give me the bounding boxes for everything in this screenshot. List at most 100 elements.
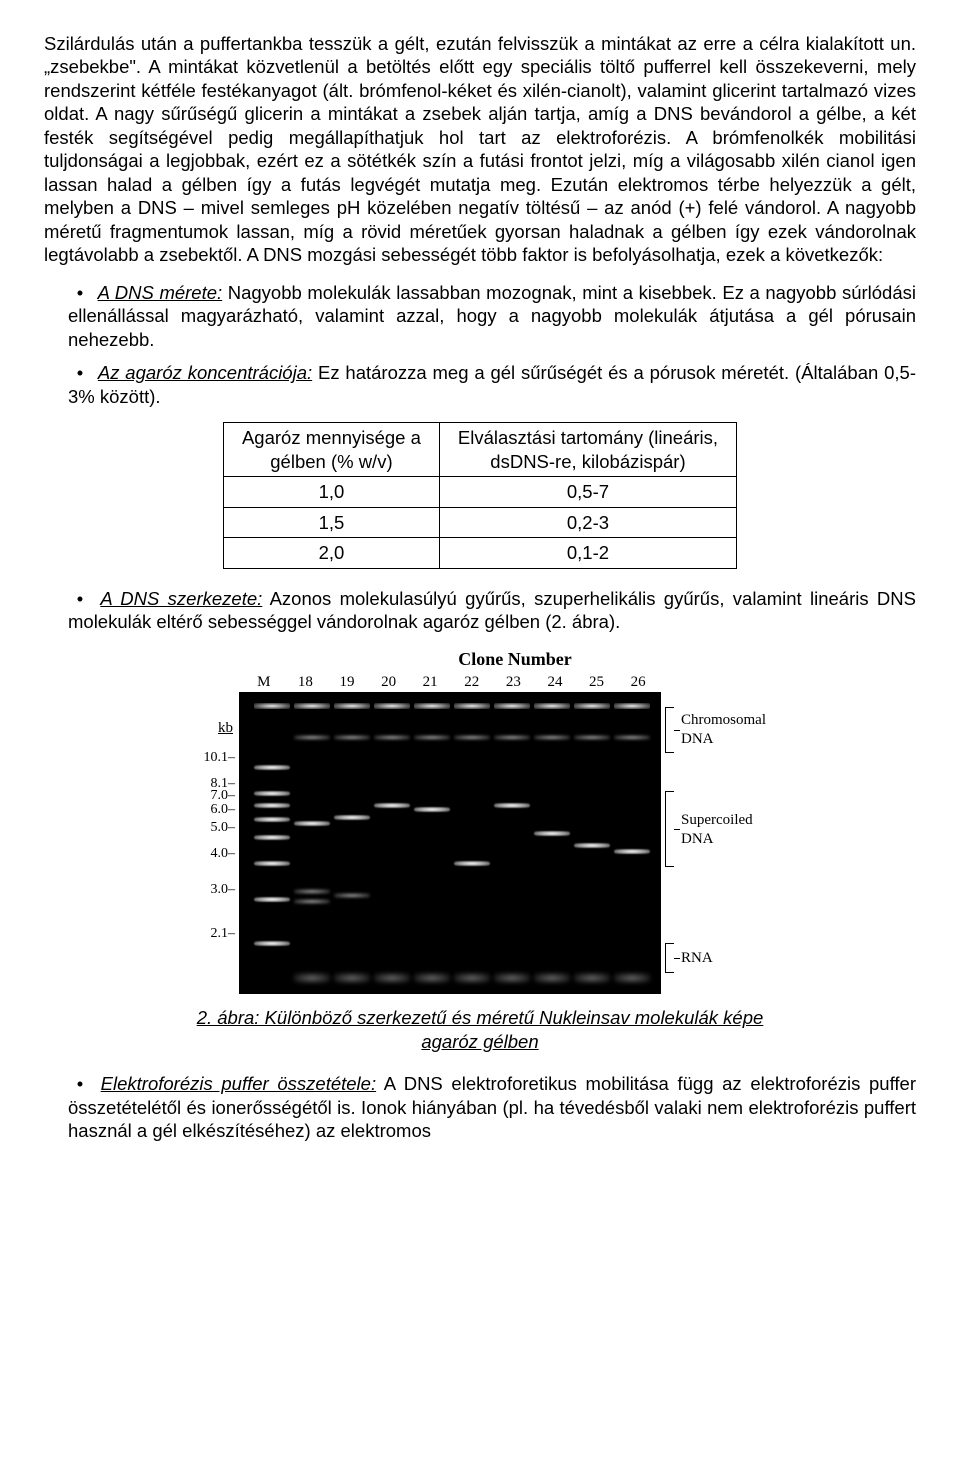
gel-well [414, 703, 450, 709]
bullet-agarose-conc: • Az agaróz koncentrációja: Ez határozza… [44, 361, 916, 408]
bullet-dot: • [68, 587, 92, 610]
bullet-dot: • [68, 281, 92, 304]
gel-band [254, 765, 290, 770]
gel-clone-title: Clone Number [253, 648, 777, 671]
gel-band [494, 735, 530, 740]
table-header-1: Agaróz mennyisége agélben (% w/v) [223, 423, 439, 477]
kb-tick: 5.0– [211, 819, 236, 837]
gel-band [614, 973, 650, 983]
table-row: 1,0 0,5-7 [223, 477, 736, 507]
lane-number: 21 [409, 673, 451, 692]
gel-band [414, 735, 450, 740]
bullet-lead: A DNS mérete: [98, 282, 223, 303]
bracket-chromo [665, 707, 674, 753]
label-chromosomal: ChromosomalDNA [681, 711, 766, 749]
gel-band [254, 897, 290, 902]
bullet-lead: Elektroforézis puffer összetétele: [101, 1073, 376, 1094]
bullet-lead: Az agaróz koncentrációja: [98, 362, 312, 383]
gel-well [614, 703, 650, 709]
kb-tick: 4.0– [211, 845, 236, 863]
kb-tick: 10.1– [204, 749, 236, 767]
bullet-lead: A DNS szerkezete: [100, 588, 262, 609]
gel-band [574, 843, 610, 848]
gel-well [494, 703, 530, 709]
gel-band [334, 893, 370, 898]
figure-caption: 2. ábra: Különböző szerkezetű és méretű … [44, 1006, 916, 1054]
lane-number: 23 [493, 673, 535, 692]
gel-band [534, 735, 570, 740]
gel-band [574, 735, 610, 740]
bracket-supercoiled [665, 791, 674, 867]
kb-axis-title: kb [218, 719, 233, 738]
lane-number: M [243, 673, 285, 692]
gel-band [494, 973, 530, 983]
gel-band [254, 941, 290, 946]
lane-number: 18 [285, 673, 327, 692]
gel-band [374, 973, 410, 983]
table-header-2: Elválasztási tartomány (lineáris,dsDNS-r… [439, 423, 736, 477]
bracket-rna [665, 943, 674, 973]
lane-number: 26 [617, 673, 659, 692]
gel-band [614, 849, 650, 854]
label-supercoiled: SupercoiledDNA [681, 811, 753, 849]
gel-figure: Clone Number kb 10.1–8.1–7.0–6.0–5.0–4.0… [44, 648, 916, 998]
gel-band [534, 973, 570, 983]
gel-right-labels: ChromosomalDNA SupercoiledDNA RNA [659, 673, 777, 993]
kb-tick: 6.0– [211, 801, 236, 819]
gel-band [414, 807, 450, 812]
label-rna: RNA [681, 949, 713, 968]
bullet-dns-structure: • A DNS szerkezete: Azonos molekulasúlyú… [44, 587, 916, 634]
gel-band [374, 735, 410, 740]
gel-well [294, 703, 330, 709]
kb-tick: 3.0– [211, 881, 236, 899]
bullet-dot: • [68, 361, 92, 384]
lane-numbers: M181920212223242526 [239, 673, 659, 692]
lane-number: 20 [368, 673, 410, 692]
gel-band [454, 973, 490, 983]
lane-number: 24 [534, 673, 576, 692]
gel-band [494, 803, 530, 808]
intro-paragraph: Szilárdulás után a puffertankba tesszük … [44, 32, 916, 267]
bullet-buffer: • Elektroforézis puffer összetétele: A D… [44, 1072, 916, 1142]
gel-band [294, 821, 330, 826]
kb-tick: 2.1– [211, 925, 236, 943]
gel-well [334, 703, 370, 709]
gel-well [254, 703, 290, 709]
table-row: 2,0 0,1-2 [223, 538, 736, 568]
gel-band [294, 973, 330, 983]
gel-band [334, 815, 370, 820]
gel-band [294, 889, 330, 894]
table-row: 1,5 0,2-3 [223, 507, 736, 537]
gel-band [254, 791, 290, 796]
gel-band [534, 831, 570, 836]
kb-axis: kb 10.1–8.1–7.0–6.0–5.0–4.0–3.0–2.1– [183, 673, 239, 993]
gel-band [454, 861, 490, 866]
lane-number: 25 [576, 673, 618, 692]
lane-number: 19 [326, 673, 368, 692]
gel-well [374, 703, 410, 709]
gel-band [574, 973, 610, 983]
bullet-dns-size: • A DNS mérete: Nagyobb molekulák lassab… [44, 281, 916, 351]
bullet-dot: • [68, 1072, 92, 1095]
gel-band [454, 735, 490, 740]
agarose-table: Agaróz mennyisége agélben (% w/v) Elvála… [223, 422, 737, 568]
gel-band [254, 861, 290, 866]
gel-band [334, 735, 370, 740]
gel-band [254, 817, 290, 822]
bullet-list: • A DNS mérete: Nagyobb molekulák lassab… [44, 281, 916, 408]
gel-well [574, 703, 610, 709]
gel-well [454, 703, 490, 709]
bullet-list-3: • Elektroforézis puffer összetétele: A D… [44, 1072, 916, 1142]
gel-band [414, 973, 450, 983]
lane-number: 22 [451, 673, 493, 692]
gel-well [534, 703, 570, 709]
gel-band [254, 803, 290, 808]
gel-band [294, 899, 330, 904]
gel-band [294, 735, 330, 740]
gel-band [254, 835, 290, 840]
gel-band [614, 735, 650, 740]
gel-band [374, 803, 410, 808]
gel-band [334, 973, 370, 983]
gel-image [239, 692, 661, 994]
bullet-list-2: • A DNS szerkezete: Azonos molekulasúlyú… [44, 587, 916, 634]
